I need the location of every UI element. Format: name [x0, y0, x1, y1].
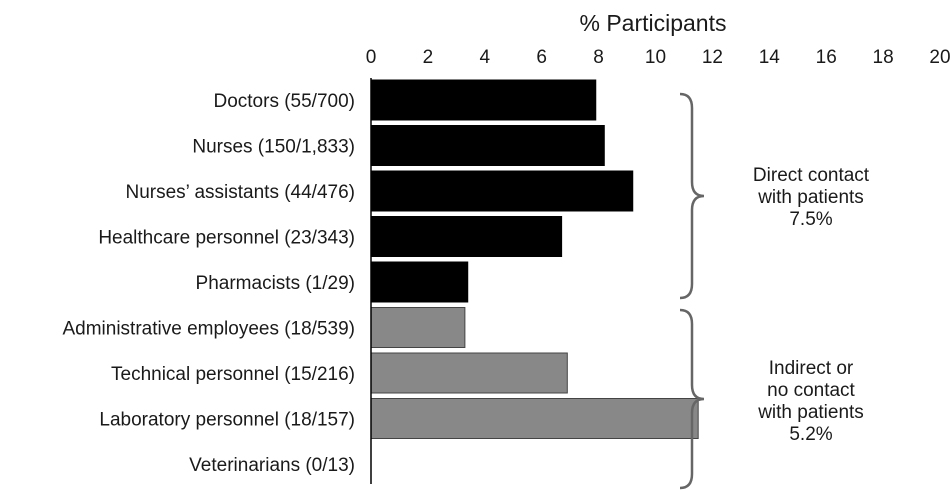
x-tick-label: 6	[536, 47, 547, 68]
category-label: Pharmacists (1/29)	[196, 273, 355, 294]
x-tick-label: 10	[645, 47, 666, 68]
x-tick-label: 0	[366, 47, 377, 68]
x-tick-label: 12	[702, 47, 723, 68]
bar	[370, 170, 634, 212]
group-braces: Direct contact with patients 7.5% Indirect …	[679, 92, 870, 490]
x-tick-label: 20	[929, 47, 950, 68]
x-axis-title: % Participants	[579, 10, 726, 36]
x-tick-label: 18	[873, 47, 894, 68]
bars	[370, 79, 699, 439]
group-label-indirect: Indirect or no contact with patients 5.2%	[757, 358, 864, 445]
bar	[370, 79, 597, 121]
category-label: Administrative employees (18/539)	[62, 319, 355, 340]
category-label: Technical personnel (15/216)	[111, 364, 355, 385]
category-label: Nurses (150/1,833)	[192, 137, 355, 158]
x-tick-label: 16	[816, 47, 837, 68]
category-label: Doctors (55/700)	[213, 91, 355, 112]
bar	[370, 398, 699, 439]
group-label-direct: Direct contact with patients 7.5%	[753, 165, 870, 230]
brace-direct	[679, 92, 705, 300]
category-labels: Doctors (55/700) Nurses (150/1,833) Nurses…	[62, 91, 355, 476]
category-label: Laboratory personnel (18/157)	[99, 410, 355, 431]
category-label: Healthcare personnel (23/343)	[98, 228, 355, 249]
bar	[370, 216, 563, 257]
x-tick-label: 2	[423, 47, 434, 68]
category-label: Veterinarians (0/13)	[189, 455, 355, 476]
x-tick-label: 8	[593, 47, 604, 68]
bar	[370, 307, 466, 348]
bar	[370, 125, 605, 166]
category-label: Nurses’ assistants (44/476)	[125, 182, 355, 203]
x-tick-label: 14	[759, 47, 781, 68]
bar	[370, 261, 469, 303]
bar	[370, 352, 568, 394]
x-tick-label: 4	[480, 47, 491, 68]
brace-indirect	[679, 308, 705, 490]
x-axis-ticks: 0 2 4 6 8 10 12 14 16 18 20	[366, 47, 951, 68]
